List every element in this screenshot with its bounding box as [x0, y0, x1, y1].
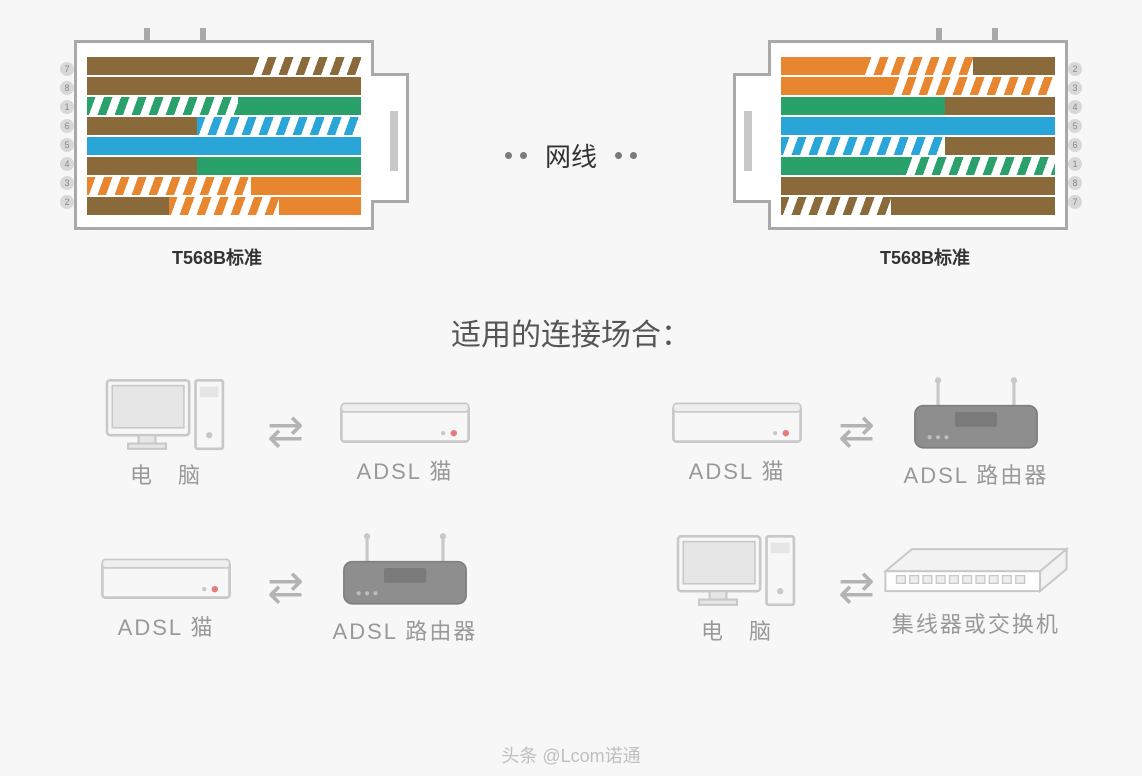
bidirectional-arrow-icon: ⇄ — [267, 410, 304, 454]
section-title: 适用的连接场合： — [0, 310, 1142, 354]
wire-row — [781, 177, 1055, 195]
computer-icon — [101, 374, 231, 452]
dots-left — [505, 152, 527, 159]
device-label: ADSL 猫 — [357, 454, 454, 486]
wire-row — [87, 57, 361, 75]
scenario-pair: ADSL 猫 ⇄ ADSL 路由器 — [40, 530, 531, 646]
connector-right: 2 3 4 5 6 1 8 7 T568B标准 — [768, 40, 1082, 270]
wire-row — [781, 157, 1055, 175]
device-label: 电 脑 — [701, 614, 773, 646]
wire-row — [781, 117, 1055, 135]
pin-1: 1 — [60, 100, 74, 114]
bidirectional-arrow-icon: ⇄ — [267, 566, 304, 610]
scenario-pair: 电 脑 ⇄ 集线器或交换机 — [611, 530, 1102, 646]
device-switch: 集线器或交换机 — [881, 537, 1071, 639]
wire-row — [87, 157, 361, 175]
pin-7: 7 — [1068, 195, 1082, 209]
pin-6: 6 — [60, 119, 74, 133]
device-computer: 电 脑 — [642, 530, 832, 646]
rj45-right — [768, 40, 1068, 230]
device-modem: ADSL 猫 — [642, 378, 832, 486]
device-router: ADSL 路由器 — [881, 374, 1071, 490]
pins-left: 7 8 1 6 5 4 3 2 — [60, 61, 74, 210]
scenarios-grid: 电 脑 ⇄ ADSL 猫 ADSL 猫 ⇄ ADSL 路由器 ADSL 猫 ⇄ ADSL 路由器… — [0, 374, 1142, 646]
wire-row — [781, 77, 1055, 95]
connector-right-label: T568B标准 — [880, 244, 970, 270]
wire-row — [87, 197, 361, 215]
wire-row — [87, 137, 361, 155]
pin-3: 3 — [60, 176, 74, 190]
connector-left-label: T568B标准 — [172, 244, 262, 270]
pin-2: 2 — [1068, 62, 1082, 76]
cable-middle: 网线 — [505, 137, 637, 174]
scenario-pair: 电 脑 ⇄ ADSL 猫 — [40, 374, 531, 490]
connector-left: 7 8 1 6 5 4 3 2 T568B标准 — [60, 40, 374, 270]
device-computer: 电 脑 — [71, 374, 261, 490]
device-label: ADSL 路由器 — [904, 458, 1049, 490]
dots-right — [615, 152, 637, 159]
device-router: ADSL 路由器 — [310, 530, 500, 646]
device-label: 集线器或交换机 — [892, 607, 1060, 639]
device-label: 电 脑 — [130, 458, 202, 490]
pin-5: 5 — [60, 138, 74, 152]
router-icon — [901, 374, 1051, 452]
scenario-pair: ADSL 猫 ⇄ ADSL 路由器 — [611, 374, 1102, 490]
computer-icon — [672, 530, 802, 608]
device-modem: ADSL 猫 — [310, 378, 500, 486]
wire-row — [87, 177, 361, 195]
pin-7: 7 — [60, 62, 74, 76]
switch-icon — [881, 537, 1071, 601]
wire-row — [87, 77, 361, 95]
router-icon — [330, 530, 480, 608]
pin-5: 5 — [1068, 119, 1082, 133]
pin-2: 2 — [60, 195, 74, 209]
pin-8: 8 — [1068, 176, 1082, 190]
pins-right: 2 3 4 5 6 1 8 7 — [1068, 61, 1082, 210]
watermark: 头条 @Lcom诺通 — [501, 742, 640, 768]
cable-label: 网线 — [545, 137, 597, 174]
pin-8: 8 — [60, 81, 74, 95]
wire-row — [781, 137, 1055, 155]
pin-1: 1 — [1068, 157, 1082, 171]
rj45-left — [74, 40, 374, 230]
modem-icon — [91, 534, 241, 604]
pin-3: 3 — [1068, 81, 1082, 95]
bidirectional-arrow-icon: ⇄ — [838, 566, 875, 610]
bidirectional-arrow-icon: ⇄ — [838, 410, 875, 454]
wire-row — [781, 57, 1055, 75]
wire-row — [87, 97, 361, 115]
pin-4: 4 — [60, 157, 74, 171]
modem-icon — [662, 378, 812, 448]
device-label: ADSL 路由器 — [333, 614, 478, 646]
wire-row — [781, 197, 1055, 215]
cable-diagram: 7 8 1 6 5 4 3 2 T568B标准 网线 — [0, 0, 1142, 280]
wire-row — [781, 97, 1055, 115]
device-modem: ADSL 猫 — [71, 534, 261, 642]
pin-4: 4 — [1068, 100, 1082, 114]
device-label: ADSL 猫 — [118, 610, 215, 642]
modem-icon — [330, 378, 480, 448]
pin-6: 6 — [1068, 138, 1082, 152]
wire-row — [87, 117, 361, 135]
device-label: ADSL 猫 — [689, 454, 786, 486]
